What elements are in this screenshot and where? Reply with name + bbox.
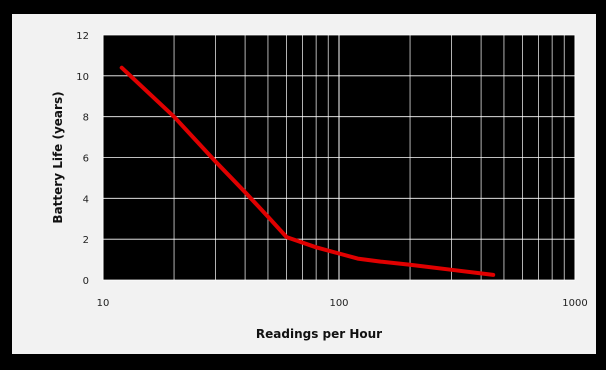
y-tick-label: 0 [83, 276, 89, 287]
x-axis-ticks: 10 100 1000 [97, 298, 588, 309]
chart-card: 0 2 4 6 8 10 12 10 100 1000 Readings per Hour Ba… [12, 14, 596, 354]
series-line [119, 65, 496, 277]
x-tick-label: 10 [97, 298, 110, 309]
y-axis-title: Battery Life (years) [51, 91, 65, 223]
y-tick-label: 8 [83, 113, 89, 124]
x-tick-label: 1000 [562, 298, 587, 309]
x-tick-label: 100 [329, 298, 348, 309]
data-series [119, 65, 496, 277]
y-axis-ticks: 0 2 4 6 8 10 12 [76, 31, 89, 287]
y-tick-label: 12 [76, 31, 89, 42]
y-tick-label: 10 [76, 72, 89, 83]
y-tick-label: 2 [83, 235, 89, 246]
battery-life-chart: 0 2 4 6 8 10 12 10 100 1000 Readings per Hour Ba… [51, 31, 588, 341]
gridlines [102, 34, 576, 281]
y-tick-label: 6 [83, 154, 89, 165]
y-tick-label: 4 [83, 194, 89, 205]
x-axis-title: Readings per Hour [256, 327, 382, 341]
